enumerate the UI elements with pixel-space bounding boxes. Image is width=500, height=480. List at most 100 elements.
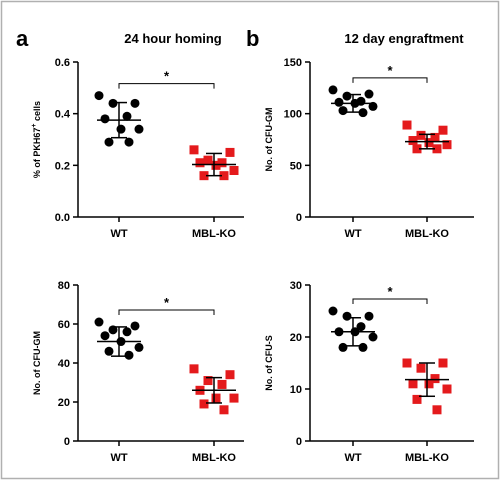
data-point-wt xyxy=(122,327,132,337)
data-point-mbl-ko xyxy=(219,405,229,415)
y-tick-label: 20 xyxy=(290,332,302,344)
data-point-mbl-ko xyxy=(430,374,440,384)
data-point-mbl-ko xyxy=(424,138,434,148)
y-tick-label: 30 xyxy=(290,280,302,292)
significance-star: * xyxy=(387,284,393,299)
data-point-mbl-ko xyxy=(430,132,440,142)
chart-title: 24 hour homing xyxy=(124,31,222,46)
data-point-wt xyxy=(104,346,114,356)
data-point-wt xyxy=(364,311,374,321)
y-tick-label: 50 xyxy=(290,160,302,172)
data-point-mbl-ko xyxy=(432,405,442,415)
data-point-wt xyxy=(338,342,348,352)
data-point-mbl-ko xyxy=(408,136,418,146)
chart-3: 0 20 40 60 80 WT MBL-KO No. of CFU-GM * xyxy=(32,280,244,464)
data-point-mbl-ko xyxy=(225,370,235,380)
data-point-mbl-ko xyxy=(424,379,434,389)
x-tick-label-mbl-ko: MBL-KO xyxy=(405,452,449,464)
y-axis-title-suffix: cells xyxy=(32,101,42,124)
x-tick-label-mbl-ko: MBL-KO xyxy=(192,228,236,240)
data-point-mbl-ko xyxy=(225,147,235,157)
x-tick-label-wt: WT xyxy=(344,228,361,240)
data-point-wt xyxy=(116,124,126,134)
y-tick-label: 60 xyxy=(58,319,70,331)
y-tick-label: 150 xyxy=(284,57,302,69)
x-tick-label-wt: WT xyxy=(110,228,127,240)
data-point-wt xyxy=(364,89,374,99)
data-point-mbl-ko xyxy=(416,130,426,140)
data-point-wt xyxy=(356,322,366,332)
data-point-wt xyxy=(130,98,140,108)
data-point-mbl-ko xyxy=(442,140,452,150)
data-point-wt xyxy=(358,108,368,118)
data-point-mbl-ko xyxy=(442,384,452,394)
data-point-mbl-ko xyxy=(416,363,426,373)
charts: 24 hour homing 0.0 0.2 0.4 0.6 WT MBL-KO % of P… xyxy=(31,31,474,464)
data-point-mbl-ko xyxy=(432,144,442,154)
x-tick-label-wt: WT xyxy=(110,452,127,464)
data-point-mbl-ko xyxy=(412,394,422,404)
data-point-wt xyxy=(124,137,134,147)
data-point-mbl-ko xyxy=(217,158,227,168)
y-tick-label: 0.0 xyxy=(55,212,70,224)
data-point-mbl-ko xyxy=(438,358,448,368)
y-tick-label: 80 xyxy=(58,280,70,292)
data-point-wt xyxy=(108,98,118,108)
y-tick-label: 20 xyxy=(58,397,70,409)
x-tick-label-mbl-ko: MBL-KO xyxy=(405,228,449,240)
data-point-wt xyxy=(94,91,104,101)
y-axis-title: No. of CFU-GM xyxy=(264,108,274,172)
data-point-mbl-ko xyxy=(412,144,422,154)
data-point-wt xyxy=(338,106,348,116)
data-point-mbl-ko xyxy=(203,155,213,165)
data-point-mbl-ko xyxy=(199,399,209,409)
data-point-wt xyxy=(100,114,110,124)
data-point-mbl-ko xyxy=(203,376,213,386)
data-point-mbl-ko xyxy=(211,393,221,403)
x-tick-label-wt: WT xyxy=(344,452,361,464)
y-axis-title: No. of CFU-S xyxy=(264,335,274,391)
significance-bracket xyxy=(118,83,215,89)
y-axis-title: No. of CFU-GM xyxy=(32,331,42,395)
data-point-wt xyxy=(328,85,338,95)
y-tick-label: 0.4 xyxy=(55,109,71,121)
data-point-wt xyxy=(342,311,352,321)
chart-4: 0 10 20 30 WT MBL-KO No. of CFU-S * xyxy=(264,280,474,464)
data-point-mbl-ko xyxy=(229,393,239,403)
significance-star: * xyxy=(387,63,393,78)
data-point-mbl-ko xyxy=(408,379,418,389)
panel-letter-b: b xyxy=(246,26,259,51)
data-point-wt xyxy=(342,91,352,101)
y-axis-title-main: % of PKH67 xyxy=(32,128,42,179)
y-tick-label: 0.6 xyxy=(55,57,70,69)
chart-title: 12 day engraftment xyxy=(344,31,464,46)
data-point-wt xyxy=(134,124,144,134)
data-point-mbl-ko xyxy=(189,364,199,374)
data-point-wt xyxy=(100,331,110,341)
significance-bracket xyxy=(352,77,428,83)
y-axis-title-superscript: + xyxy=(31,123,38,127)
data-point-mbl-ko xyxy=(402,358,412,368)
y-tick-label: 0 xyxy=(296,212,302,224)
data-point-wt xyxy=(124,350,134,360)
y-tick-label: 10 xyxy=(290,384,302,396)
data-point-wt xyxy=(130,321,140,331)
data-point-mbl-ko xyxy=(211,160,221,170)
data-point-mbl-ko xyxy=(438,125,448,135)
data-point-mbl-ko xyxy=(199,171,209,181)
data-point-mbl-ko xyxy=(219,171,229,181)
data-point-wt xyxy=(368,332,378,342)
data-point-mbl-ko xyxy=(195,158,205,168)
y-tick-label: 0 xyxy=(296,436,302,448)
data-point-wt xyxy=(334,97,344,107)
data-point-mbl-ko xyxy=(402,120,412,130)
data-point-wt xyxy=(104,137,114,147)
significance-bracket xyxy=(118,309,215,316)
data-point-wt xyxy=(134,342,144,352)
data-point-mbl-ko xyxy=(229,166,239,175)
chart-1: 24 hour homing 0.0 0.2 0.4 0.6 WT MBL-KO % of P… xyxy=(31,31,244,240)
y-tick-label: 0 xyxy=(64,436,70,448)
data-point-mbl-ko xyxy=(189,145,199,155)
y-tick-label: 100 xyxy=(284,109,302,121)
